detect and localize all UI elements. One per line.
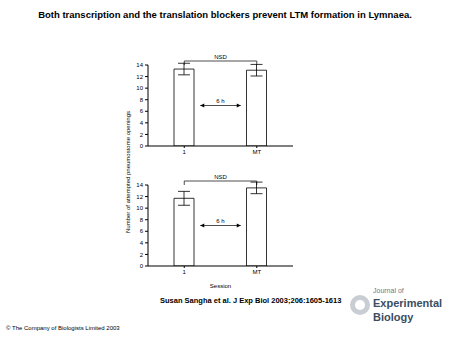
svg-text:2: 2 — [140, 252, 144, 258]
svg-text:12: 12 — [136, 194, 143, 200]
svg-text:MT: MT — [252, 149, 261, 155]
svg-text:Experimental: Experimental — [373, 297, 442, 309]
svg-text:6 h: 6 h — [216, 218, 224, 224]
svg-text:1: 1 — [183, 269, 187, 275]
svg-text:MT: MT — [252, 269, 261, 275]
svg-text:Session: Session — [210, 283, 231, 288]
svg-text:4: 4 — [140, 120, 144, 126]
html-text:© The Company of Biologists Li: © The Company of Biologists Limited 2003 — [6, 325, 120, 331]
svg-text:Journal of: Journal of — [373, 287, 404, 294]
svg-text:1: 1 — [183, 149, 187, 155]
svg-text:8: 8 — [140, 97, 144, 103]
svg-text:NSD: NSD — [214, 54, 227, 60]
svg-text:0: 0 — [140, 263, 144, 269]
html-text:Susan Sangha et al. J Exp Biol: Susan Sangha et al. J Exp Biol 2003;206:… — [160, 296, 342, 305]
svg-text:Biology: Biology — [373, 311, 414, 323]
svg-text:12: 12 — [136, 74, 143, 80]
svg-text:14: 14 — [136, 62, 143, 68]
svg-text:4: 4 — [140, 240, 144, 246]
svg-text:2: 2 — [140, 132, 144, 138]
svg-text:14: 14 — [136, 182, 143, 188]
svg-text:6: 6 — [140, 228, 144, 234]
svg-text:Number of attempted pneumostom: Number of attempted pneumostome openings — [125, 111, 131, 233]
html-text:Both transcription and the tra: Both transcription and the translation b… — [38, 9, 412, 20]
svg-text:10: 10 — [136, 205, 143, 211]
svg-text:0: 0 — [140, 143, 144, 149]
svg-text:NSD: NSD — [214, 174, 227, 180]
svg-text:6 h: 6 h — [216, 98, 224, 104]
svg-text:8: 8 — [140, 217, 144, 223]
svg-text:6: 6 — [140, 108, 144, 114]
svg-text:10: 10 — [136, 85, 143, 91]
